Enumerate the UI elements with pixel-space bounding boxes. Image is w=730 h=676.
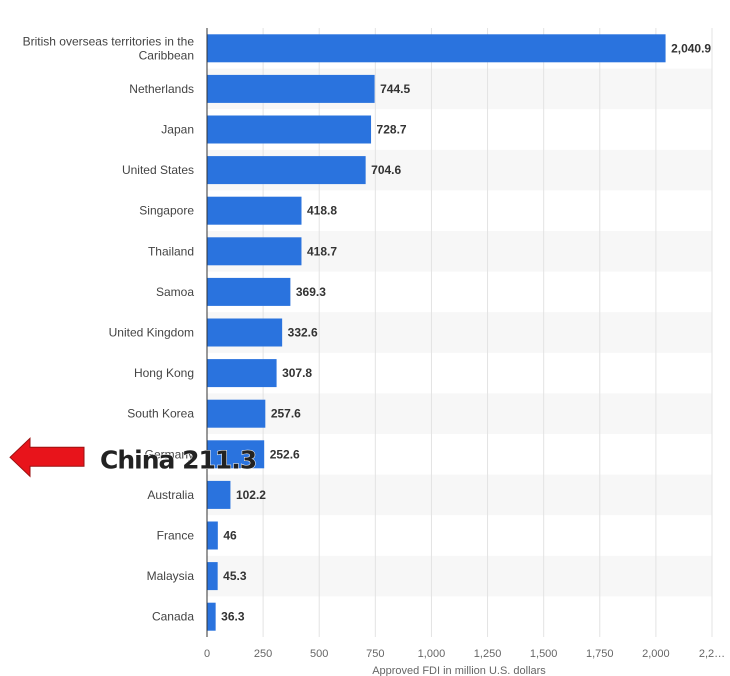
row-band <box>207 474 712 516</box>
left-arrow-icon <box>9 437 85 478</box>
bar-value-label: 46 <box>223 529 237 543</box>
category-label: Hong Kong <box>134 366 194 380</box>
category-label: Thailand <box>148 244 194 258</box>
bar <box>207 521 218 550</box>
bar-value-label: 332.6 <box>288 326 318 340</box>
bar <box>207 399 266 428</box>
bar <box>207 115 372 144</box>
category-label: Canada <box>152 610 194 624</box>
bar-value-label: 102.2 <box>236 488 266 502</box>
bar <box>207 74 375 103</box>
category-label: Netherlands <box>129 82 194 96</box>
category-label: Malaysia <box>147 569 195 583</box>
bar <box>207 480 231 509</box>
bar-value-label: 418.7 <box>307 244 337 258</box>
x-tick-label: 1,500 <box>530 648 558 660</box>
bar-value-label: 252.6 <box>270 447 300 461</box>
x-tick-label: 1,250 <box>474 648 502 660</box>
value-labels: 2,040.9 744.5 728.7 704.6 418.8 418.7 369.3 332… <box>221 41 711 623</box>
x-tick-label: 0 <box>204 648 210 660</box>
bar-value-label: 45.3 <box>223 569 247 583</box>
bar-value-label: 418.8 <box>307 204 337 218</box>
row-band <box>207 555 712 597</box>
bar <box>207 440 265 469</box>
bar <box>207 318 283 347</box>
bar-value-label: 36.3 <box>221 610 245 624</box>
category-label: United Kingdom <box>109 326 194 340</box>
x-tick-label: 500 <box>310 648 328 660</box>
category-label: Germany <box>145 447 194 461</box>
bar <box>207 562 218 591</box>
category-label: France <box>157 529 195 543</box>
bar-value-label: 728.7 <box>377 123 407 137</box>
category-label: Japan <box>161 123 194 137</box>
x-axis-title: Approved FDI in million U.S. dollars <box>372 665 546 676</box>
x-tick-label: 1,000 <box>418 648 446 660</box>
china-annotation: China 211.3 <box>9 437 258 478</box>
x-tick-label: 2,2… <box>699 648 725 660</box>
bar-value-label: 257.6 <box>271 407 301 421</box>
bar <box>207 602 216 631</box>
category-labels: British overseas territories in the Carib… <box>23 34 195 623</box>
bar-value-label: 744.5 <box>380 82 410 96</box>
x-tick-label: 1,750 <box>586 648 614 660</box>
category-label: British overseas territories in the Carib… <box>23 34 195 62</box>
x-tick-label: 250 <box>254 648 272 660</box>
bar <box>207 156 366 185</box>
bars <box>207 34 666 631</box>
x-tick-label: 750 <box>366 648 384 660</box>
bar <box>207 237 302 266</box>
bar-value-label: 307.8 <box>282 366 312 380</box>
category-label: Australia <box>147 488 194 502</box>
row-bands <box>207 68 712 597</box>
bar <box>207 359 277 388</box>
bar-value-label: 704.6 <box>371 163 401 177</box>
bar <box>207 277 291 306</box>
bar <box>207 34 666 63</box>
row-band <box>207 312 712 353</box>
x-axis-ticks: 0 250 500 750 1,000 1,250 1,500 1,750 2,000 2,2… <box>204 648 725 660</box>
row-band <box>207 393 712 434</box>
category-label: South Korea <box>127 407 194 421</box>
category-label: Samoa <box>156 285 194 299</box>
category-label: United States <box>122 163 194 177</box>
bar <box>207 196 302 225</box>
bar-value-label: 369.3 <box>296 285 326 299</box>
bar-value-label: 2,040.9 <box>671 41 711 55</box>
annotation-label: China 211.3 <box>100 445 256 474</box>
x-tick-label: 2,000 <box>642 648 670 660</box>
category-label: Singapore <box>139 204 194 218</box>
